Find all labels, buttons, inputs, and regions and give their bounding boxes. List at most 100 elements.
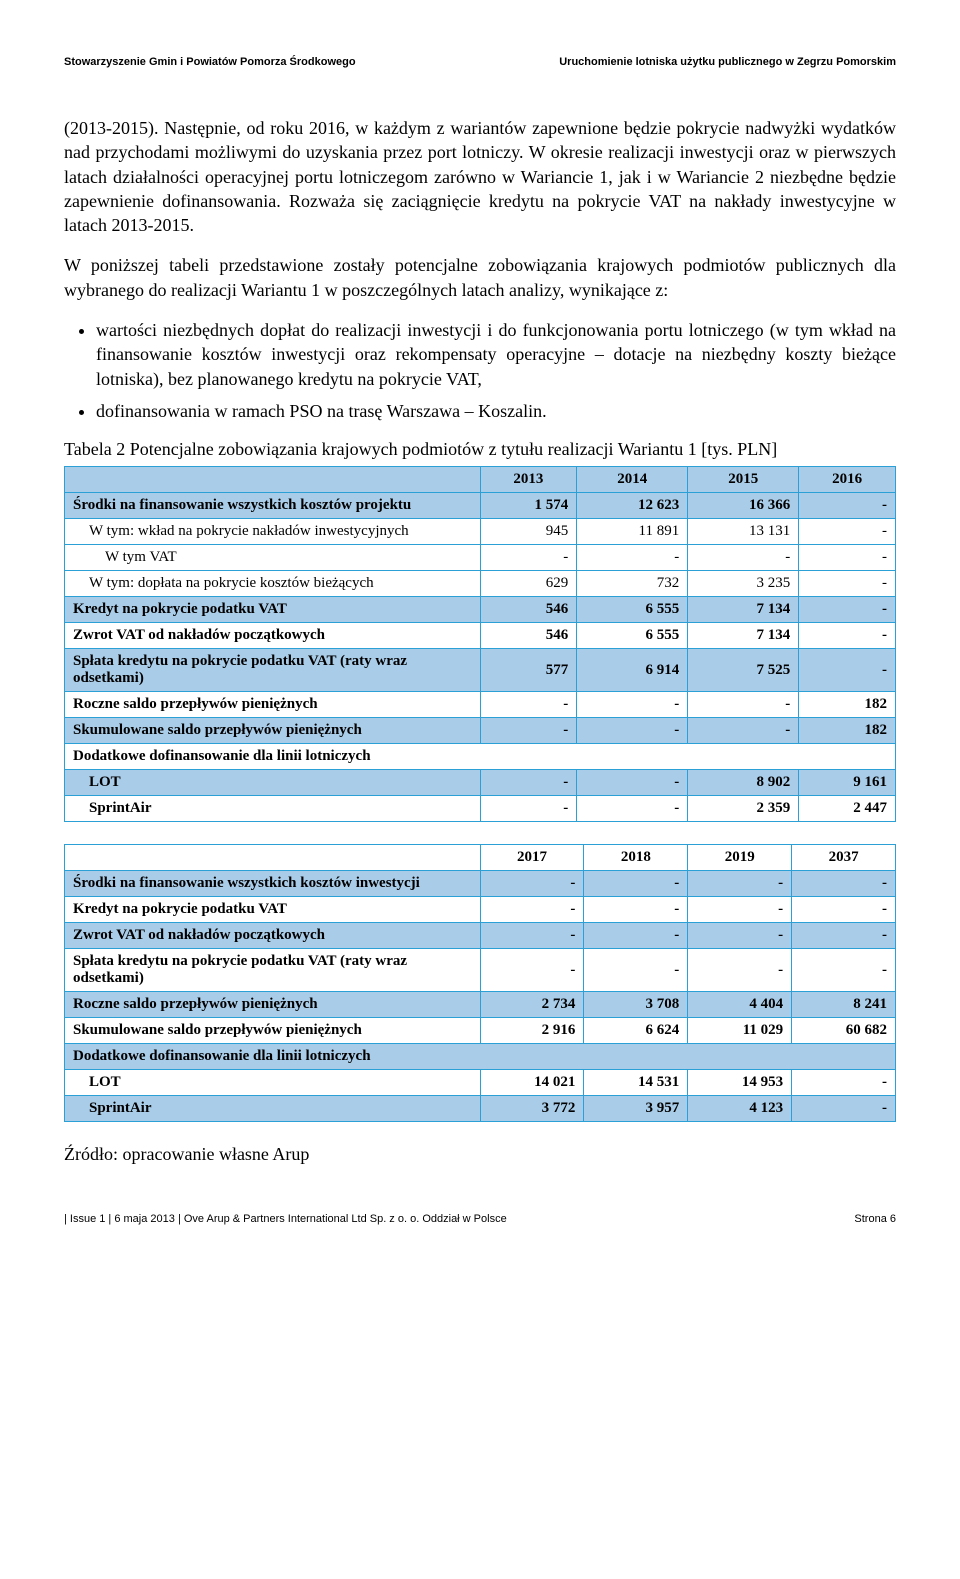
table-cell: 4 404 [688, 992, 792, 1018]
table-obligations-2013-2016: 2013201420152016Środki na finansowanie w… [64, 466, 896, 822]
table-row-label: Środki na finansowanie wszystkich kosztó… [65, 493, 481, 519]
table-cell: - [792, 871, 896, 897]
table-header-year: 2015 [688, 467, 799, 493]
table-cell: - [480, 718, 577, 744]
table-row-label: Roczne saldo przepływów pieniężnych [65, 692, 481, 718]
document-page: Stowarzyszenie Gmin i Powiatów Pomorza Ś… [0, 0, 960, 1265]
table-cell: - [688, 949, 792, 992]
table-cell: 546 [480, 623, 577, 649]
table-cell: 546 [480, 597, 577, 623]
table-cell: - [799, 493, 896, 519]
table-cell: - [584, 949, 688, 992]
table-cell: 7 134 [688, 623, 799, 649]
table-cell: 6 555 [577, 597, 688, 623]
table-cell: - [480, 871, 584, 897]
bullet-item-2: dofinansowania w ramach PSO na trasę War… [96, 399, 896, 423]
table-cell: 7 134 [688, 597, 799, 623]
table-cell: - [577, 718, 688, 744]
table-cell: - [480, 923, 584, 949]
table-header-year: 2037 [792, 845, 896, 871]
table-cell: 8 241 [792, 992, 896, 1018]
table-cell: - [799, 597, 896, 623]
table-cell: 2 916 [480, 1018, 584, 1044]
table-cell: - [480, 897, 584, 923]
table-cell: - [584, 897, 688, 923]
table-cell: 8 902 [688, 770, 799, 796]
table-row-label: Kredyt na pokrycie podatku VAT [65, 597, 481, 623]
table-cell: 12 623 [577, 493, 688, 519]
table-cell: - [577, 796, 688, 822]
table-header-year: 2016 [799, 467, 896, 493]
table-cell: - [480, 692, 577, 718]
table-cell: - [792, 1096, 896, 1122]
table-cell: - [480, 545, 577, 571]
table-cell: 2 359 [688, 796, 799, 822]
table-cell: - [792, 897, 896, 923]
bullet-item-1: wartości niezbędnych dopłat do realizacj… [96, 318, 896, 391]
table-obligations-2017-2037: 2017201820192037Środki na finansowanie w… [64, 844, 896, 1122]
table-cell: 9 161 [799, 770, 896, 796]
paragraph-2: W poniższej tabeli przedstawione zostały… [64, 253, 896, 302]
table-cell: - [584, 871, 688, 897]
table-row-label: Spłata kredytu na pokrycie podatku VAT (… [65, 649, 481, 692]
table-cell: - [480, 949, 584, 992]
table-cell: 60 682 [792, 1018, 896, 1044]
table-cell: 3 708 [584, 992, 688, 1018]
table-header-year: 2013 [480, 467, 577, 493]
table-cell: 2 447 [799, 796, 896, 822]
table-cell: 945 [480, 519, 577, 545]
table-2-caption: Tabela 2 Potencjalne zobowiązania krajow… [64, 439, 896, 460]
table-cell: - [799, 623, 896, 649]
table-row-label: Skumulowane saldo przepływów pieniężnych [65, 718, 481, 744]
table-row-label: Środki na finansowanie wszystkich kosztó… [65, 871, 481, 897]
table-row-label: Roczne saldo przepływów pieniężnych [65, 992, 481, 1018]
table-cell: - [577, 545, 688, 571]
header-left: Stowarzyszenie Gmin i Powiatów Pomorza Ś… [64, 56, 356, 68]
table-header-year: 2017 [480, 845, 584, 871]
table-cell: - [577, 770, 688, 796]
table-cell: 3 957 [584, 1096, 688, 1122]
table-cell: - [688, 718, 799, 744]
table-row-label: Kredyt na pokrycie podatku VAT [65, 897, 481, 923]
table-header-year: 2018 [584, 845, 688, 871]
table-cell: 16 366 [688, 493, 799, 519]
table-row-label: W tym: wkład na pokrycie nakładów inwest… [65, 519, 481, 545]
table-cell: - [688, 923, 792, 949]
header-right: Uruchomienie lotniska użytku publicznego… [559, 56, 896, 68]
table-cell: 2 734 [480, 992, 584, 1018]
table-cell: - [792, 949, 896, 992]
table-cell: - [792, 1070, 896, 1096]
table-row-label: SprintAir [65, 796, 481, 822]
table-cell: 3 235 [688, 571, 799, 597]
table-header-blank [65, 845, 481, 871]
table-row-label: LOT [65, 1070, 481, 1096]
table-cell: 14 021 [480, 1070, 584, 1096]
table-cell: 7 525 [688, 649, 799, 692]
bullet-list: wartości niezbędnych dopłat do realizacj… [64, 318, 896, 423]
table-row-label: Skumulowane saldo przepływów pieniężnych [65, 1018, 481, 1044]
table-cell: 629 [480, 571, 577, 597]
table-cell: 4 123 [688, 1096, 792, 1122]
page-footer: | Issue 1 | 6 maja 2013 | Ove Arup & Par… [64, 1213, 896, 1225]
table-cell: 3 772 [480, 1096, 584, 1122]
table-cell: 182 [799, 692, 896, 718]
table-cell: 6 555 [577, 623, 688, 649]
table-cell: - [799, 571, 896, 597]
table-cell: 6 914 [577, 649, 688, 692]
table-cell: - [584, 923, 688, 949]
table-cell: - [688, 871, 792, 897]
table-row-label: SprintAir [65, 1096, 481, 1122]
table-row-label: W tym: dopłata na pokrycie kosztów bieżą… [65, 571, 481, 597]
table-cell: - [480, 796, 577, 822]
table-cell: - [799, 649, 896, 692]
table-row-label: Spłata kredytu na pokrycie podatku VAT (… [65, 949, 481, 992]
table-cell: - [688, 545, 799, 571]
table-source: Źródło: opracowanie własne Arup [64, 1144, 896, 1165]
table-cell: - [480, 770, 577, 796]
table-cell: 14 953 [688, 1070, 792, 1096]
table-cell: 11 029 [688, 1018, 792, 1044]
table-row-label: LOT [65, 770, 481, 796]
table-cell: - [688, 897, 792, 923]
table-cell: 1 574 [480, 493, 577, 519]
table-cell: 6 624 [584, 1018, 688, 1044]
